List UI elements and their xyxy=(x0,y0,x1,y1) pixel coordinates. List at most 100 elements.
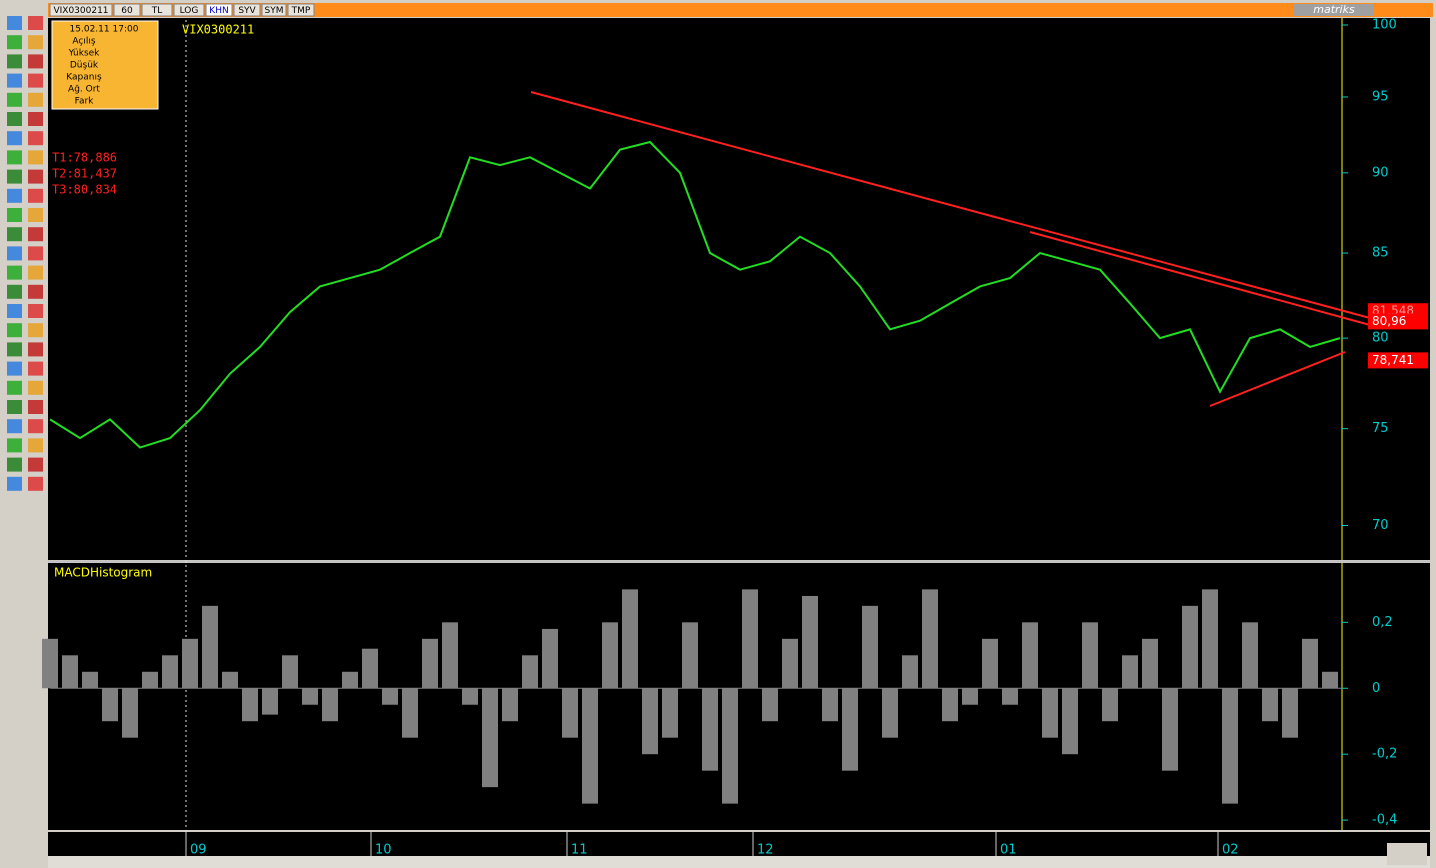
tab[interactable] xyxy=(113,3,141,17)
tab[interactable] xyxy=(233,3,261,17)
histogram-bar xyxy=(782,638,798,689)
info-field: Yüksek xyxy=(68,49,101,59)
tool-icon[interactable] xyxy=(28,54,43,69)
tool-icon[interactable] xyxy=(7,265,22,280)
tab-label: SYV xyxy=(238,6,256,16)
tool-icon[interactable] xyxy=(7,92,22,107)
tool-icon[interactable] xyxy=(7,284,22,299)
histogram-bar xyxy=(1222,688,1238,804)
info-box xyxy=(51,20,159,110)
tab[interactable] xyxy=(49,3,113,17)
tool-icon[interactable] xyxy=(28,227,43,242)
tool-icon[interactable] xyxy=(7,304,22,318)
histogram-bar xyxy=(162,655,178,689)
price-marker-label: 80,96 xyxy=(1372,314,1406,328)
histogram-bar xyxy=(282,655,298,689)
tab-label: KHN xyxy=(209,6,228,16)
tool-icon[interactable] xyxy=(28,361,43,376)
histogram-bar xyxy=(922,589,938,689)
time-axis-panel xyxy=(48,832,1430,856)
tool-icon[interactable] xyxy=(7,208,22,222)
tool-icon[interactable] xyxy=(7,400,22,414)
histogram-bar xyxy=(302,688,318,705)
tool-icon[interactable] xyxy=(28,304,43,318)
tool-icon[interactable] xyxy=(28,246,43,261)
tool-icon[interactable] xyxy=(7,476,22,491)
trend-line xyxy=(1029,231,1371,326)
tool-icon[interactable] xyxy=(28,150,43,165)
time-label: 09 xyxy=(190,843,207,858)
tool-icon[interactable] xyxy=(28,35,43,50)
tool-icon[interactable] xyxy=(28,438,43,453)
tool-icon[interactable] xyxy=(28,342,43,357)
histogram-bar xyxy=(362,648,378,689)
tool-icon[interactable] xyxy=(7,438,22,453)
tab[interactable] xyxy=(173,3,205,17)
tool-icon[interactable] xyxy=(28,73,43,88)
tool-icon[interactable] xyxy=(7,361,22,376)
histogram-bar xyxy=(902,655,918,689)
tool-icon[interactable] xyxy=(7,54,22,69)
tool-icon[interactable] xyxy=(28,419,43,434)
target-label: T3:80,834 xyxy=(52,183,117,197)
tool-icon[interactable] xyxy=(28,265,43,280)
tool-icon[interactable] xyxy=(7,150,22,165)
tool-icon[interactable] xyxy=(28,380,43,395)
histogram-bar xyxy=(222,671,238,689)
tool-icon[interactable] xyxy=(7,380,22,395)
tab-label: TMP xyxy=(291,6,311,16)
histogram-bar xyxy=(322,688,338,722)
target-label: T2:81,437 xyxy=(52,167,117,181)
scrollbar[interactable] xyxy=(48,856,1430,868)
tool-icon[interactable] xyxy=(28,284,43,299)
tool-icon[interactable] xyxy=(28,188,43,203)
tool-icon[interactable] xyxy=(7,246,22,261)
trend-line xyxy=(1209,351,1346,407)
histogram-bar xyxy=(202,605,218,689)
tab-label: LOG xyxy=(180,6,199,16)
histogram-bar xyxy=(702,688,718,771)
tab[interactable] xyxy=(261,3,287,17)
tool-icon[interactable] xyxy=(7,342,22,357)
title-bar xyxy=(48,3,1433,17)
histogram-bar xyxy=(1022,622,1038,689)
tool-icon[interactable] xyxy=(28,457,43,472)
y-tick-label: -0,2 xyxy=(1372,747,1397,762)
tool-icon[interactable] xyxy=(7,35,22,50)
tool-icon[interactable] xyxy=(7,323,22,338)
tool-icon[interactable] xyxy=(7,169,22,184)
tool-icon[interactable] xyxy=(7,73,22,88)
tool-icon[interactable] xyxy=(28,131,43,146)
tool-icon[interactable] xyxy=(28,16,43,30)
info-field: Kapanış xyxy=(66,73,102,83)
tab[interactable] xyxy=(141,3,173,17)
histogram-bar xyxy=(562,688,578,738)
tool-icon[interactable] xyxy=(7,131,22,146)
histogram-bar xyxy=(1262,688,1278,722)
tab[interactable] xyxy=(205,3,233,17)
histogram-bar xyxy=(742,589,758,689)
refresh-controls[interactable] xyxy=(1387,843,1427,865)
tool-icon[interactable] xyxy=(28,208,43,222)
histogram-bar xyxy=(1142,638,1158,689)
tool-icon[interactable] xyxy=(28,323,43,338)
time-label: 12 xyxy=(757,843,774,858)
tool-icon[interactable] xyxy=(28,112,43,126)
tab[interactable] xyxy=(287,3,315,17)
tool-icon[interactable] xyxy=(28,400,43,414)
tool-icon[interactable] xyxy=(7,112,22,126)
tool-icon[interactable] xyxy=(7,188,22,203)
histogram-bar xyxy=(822,688,838,722)
tool-icon[interactable] xyxy=(7,227,22,242)
tool-icon[interactable] xyxy=(28,92,43,107)
tool-icon[interactable] xyxy=(28,476,43,491)
tool-icon[interactable] xyxy=(7,419,22,434)
tool-icon[interactable] xyxy=(28,169,43,184)
info-field: Fark xyxy=(75,97,95,107)
histogram-bar xyxy=(1042,688,1058,738)
tool-icon[interactable] xyxy=(7,16,22,30)
histogram-bar xyxy=(942,688,958,722)
tool-icon[interactable] xyxy=(7,457,22,472)
histogram-bar xyxy=(422,638,438,689)
